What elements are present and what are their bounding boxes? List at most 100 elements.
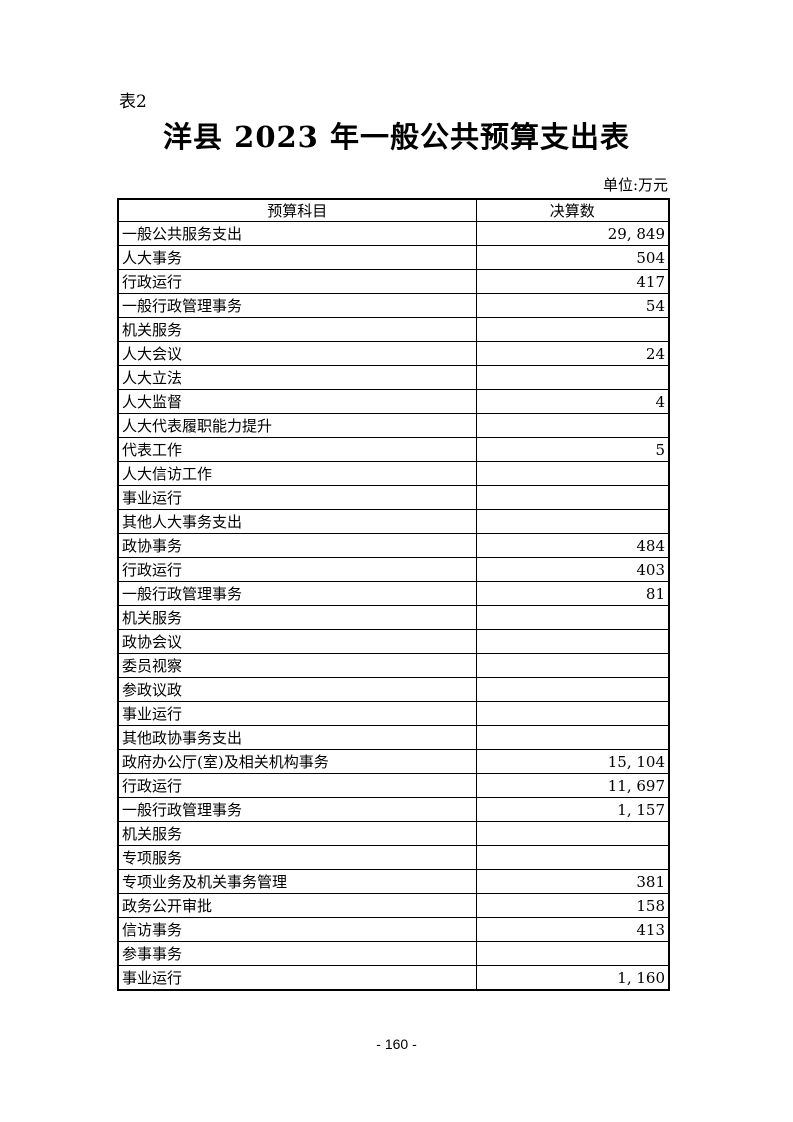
amount-cell: 504 (475, 245, 670, 270)
table-row: 机关服务 (117, 821, 670, 846)
subject-cell: 政务公开审批 (117, 893, 477, 918)
table-row: 政务公开审批 158 (117, 893, 670, 918)
table-row: 其他政协事务支出 (117, 725, 670, 750)
table-row: 一般公共服务支出 29, 849 (117, 221, 670, 246)
table-row: 行政运行 417 (117, 269, 670, 294)
amount-cell (475, 509, 670, 534)
table-label: 表2 (119, 92, 147, 112)
subject-cell: 机关服务 (117, 317, 477, 342)
amount-cell (475, 701, 670, 726)
amount-cell: 158 (475, 893, 670, 918)
amount-cell: 417 (475, 269, 670, 294)
amount-cell: 381 (475, 869, 670, 894)
table-row: 人大监督 4 (117, 389, 670, 414)
amount-cell: 24 (475, 341, 670, 366)
column-header-amount: 决算数 (475, 198, 670, 222)
table-row: 政府办公厅(室)及相关机构事务 15, 104 (117, 749, 670, 774)
amount-cell: 4 (475, 389, 670, 414)
subject-cell: 一般行政管理事务 (117, 581, 477, 606)
column-header-subject: 预算科目 (117, 198, 477, 222)
amount-cell: 1, 160 (475, 965, 670, 991)
subject-cell: 人大立法 (117, 365, 477, 390)
subject-cell: 机关服务 (117, 821, 477, 846)
amount-cell (475, 677, 670, 702)
amount-cell (475, 605, 670, 630)
table-row: 人大事务 504 (117, 245, 670, 270)
subject-cell: 人大监督 (117, 389, 477, 414)
table-row: 事业运行 (117, 701, 670, 726)
table-row: 事业运行 1, 160 (117, 965, 670, 991)
subject-cell: 政府办公厅(室)及相关机构事务 (117, 749, 477, 774)
amount-cell: 403 (475, 557, 670, 582)
table-row: 政协事务 484 (117, 533, 670, 558)
amount-cell: 413 (475, 917, 670, 942)
amount-cell (475, 725, 670, 750)
subject-cell: 参事事务 (117, 941, 477, 966)
table-row: 人大立法 (117, 365, 670, 390)
subject-cell: 行政运行 (117, 269, 477, 294)
subject-cell: 委员视察 (117, 653, 477, 678)
subject-cell: 信访事务 (117, 917, 477, 942)
subject-cell: 代表工作 (117, 437, 477, 462)
table-row: 专项服务 (117, 845, 670, 870)
unit-note: 单位:万元 (602, 176, 668, 194)
table-row: 机关服务 (117, 317, 670, 342)
subject-cell: 政协事务 (117, 533, 477, 558)
table-row: 行政运行 11, 697 (117, 773, 670, 798)
amount-cell: 1, 157 (475, 797, 670, 822)
subject-cell: 人大信访工作 (117, 461, 477, 486)
subject-cell: 事业运行 (117, 485, 477, 510)
amount-cell (475, 485, 670, 510)
table-row: 人大会议 24 (117, 341, 670, 366)
amount-cell (475, 629, 670, 654)
subject-cell: 其他人大事务支出 (117, 509, 477, 534)
amount-cell: 11, 697 (475, 773, 670, 798)
amount-cell (475, 317, 670, 342)
subject-cell: 行政运行 (117, 557, 477, 582)
table-row: 机关服务 (117, 605, 670, 630)
amount-cell: 54 (475, 293, 670, 318)
subject-cell: 人大代表履职能力提升 (117, 413, 477, 438)
table-row: 其他人大事务支出 (117, 509, 670, 534)
table-row: 参事事务 (117, 941, 670, 966)
table-row: 行政运行 403 (117, 557, 670, 582)
table-row: 参政议政 (117, 677, 670, 702)
table-row: 信访事务 413 (117, 917, 670, 942)
table-row: 事业运行 (117, 485, 670, 510)
subject-cell: 政协会议 (117, 629, 477, 654)
table-row: 一般行政管理事务 54 (117, 293, 670, 318)
amount-cell (475, 821, 670, 846)
table-row: 代表工作 5 (117, 437, 670, 462)
amount-cell (475, 941, 670, 966)
subject-cell: 行政运行 (117, 773, 477, 798)
table-row: 人大信访工作 (117, 461, 670, 486)
amount-cell: 29, 849 (475, 221, 670, 246)
amount-cell (475, 653, 670, 678)
subject-cell: 参政议政 (117, 677, 477, 702)
table-row: 一般行政管理事务 1, 157 (117, 797, 670, 822)
subject-cell: 一般公共服务支出 (117, 221, 477, 246)
subject-cell: 人大会议 (117, 341, 477, 366)
subject-cell: 一般行政管理事务 (117, 797, 477, 822)
subject-cell: 专项服务 (117, 845, 477, 870)
table-row: 政协会议 (117, 629, 670, 654)
subject-cell: 其他政协事务支出 (117, 725, 477, 750)
table-row: 委员视察 (117, 653, 670, 678)
amount-cell: 81 (475, 581, 670, 606)
amount-cell (475, 413, 670, 438)
budget-table: 预算科目 决算数 一般公共服务支出 29, 849 人大事务 504 行政运行 417 一般… (117, 198, 670, 991)
amount-cell (475, 365, 670, 390)
amount-cell (475, 845, 670, 870)
table-row: 专项业务及机关事务管理 381 (117, 869, 670, 894)
table-header-row: 预算科目 决算数 (117, 198, 670, 222)
subject-cell: 事业运行 (117, 701, 477, 726)
table-row: 人大代表履职能力提升 (117, 413, 670, 438)
subject-cell: 机关服务 (117, 605, 477, 630)
table-row: 一般行政管理事务 81 (117, 581, 670, 606)
amount-cell: 15, 104 (475, 749, 670, 774)
subject-cell: 专项业务及机关事务管理 (117, 869, 477, 894)
amount-cell (475, 461, 670, 486)
subject-cell: 人大事务 (117, 245, 477, 270)
subject-cell: 事业运行 (117, 965, 477, 991)
